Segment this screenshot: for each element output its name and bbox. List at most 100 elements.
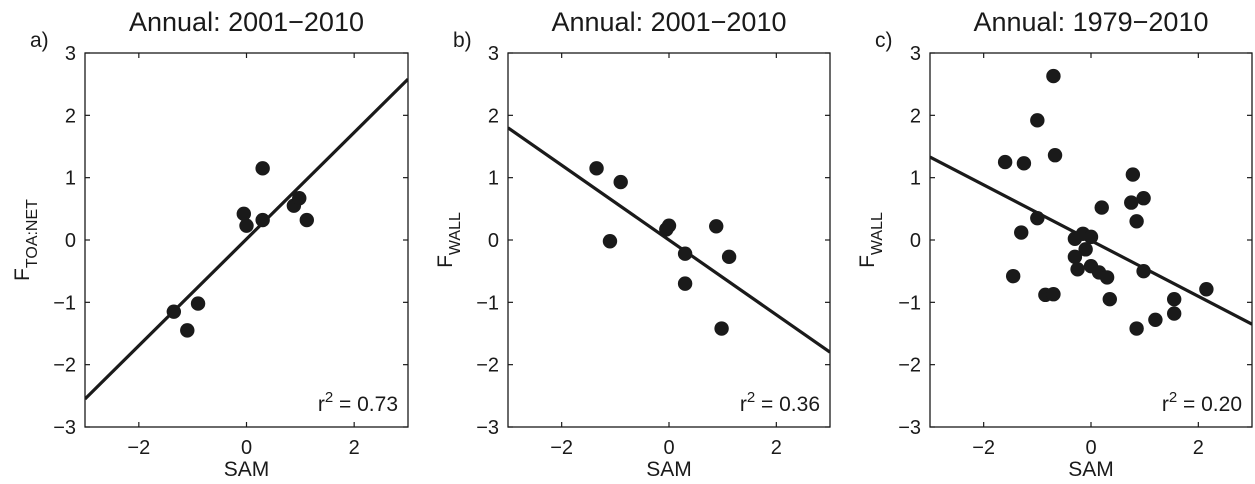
y-tick-label: 1: [65, 168, 76, 190]
y-tick-label: 0: [488, 230, 499, 252]
chart-title: Annual: 1979−2010: [974, 7, 1209, 37]
data-point: [1125, 167, 1141, 182]
y-axis-label-main: F: [434, 255, 457, 268]
x-tick-label: 2: [1193, 437, 1204, 459]
data-point: [180, 323, 195, 338]
data-point: [255, 212, 270, 228]
y-tick-label: 0: [65, 230, 76, 252]
y-tick-label: 1: [910, 168, 921, 190]
r-squared-superscript: 2: [1169, 389, 1177, 406]
data-point: [1199, 282, 1214, 297]
y-tick-label: 2: [488, 105, 499, 127]
panel-label: c): [875, 29, 893, 52]
r-squared-value: = 0.36: [755, 393, 820, 416]
regression-line: [508, 126, 830, 354]
y-tick-label: 2: [910, 105, 921, 127]
y-axis-label-subscript: TOA:NET: [24, 199, 41, 268]
data-point: [292, 191, 307, 206]
data-point: [1148, 312, 1163, 327]
data-point: [1094, 200, 1109, 215]
y-tick-label: −3: [476, 417, 499, 439]
data-point: [589, 161, 604, 176]
y-axis-label: FTOA:NET: [11, 199, 41, 281]
data-point: [1166, 292, 1182, 307]
x-tick-label: 2: [771, 437, 782, 459]
x-tick-label: −2: [972, 437, 995, 459]
data-point: [255, 161, 270, 176]
data-point: [714, 321, 729, 336]
data-point: [721, 249, 737, 265]
data-point: [709, 219, 724, 234]
data-point: [997, 154, 1013, 170]
data-point: [1078, 242, 1093, 257]
y-tick-label: −2: [53, 355, 76, 377]
y-axis-label-subscript: WALL: [869, 212, 886, 255]
data-point: [661, 218, 677, 233]
data-point: [1166, 306, 1182, 321]
panel-label: b): [453, 29, 472, 52]
chart-title: Annual: 2001−2010: [552, 7, 787, 37]
data-point: [1070, 262, 1085, 277]
y-tick-label: −1: [898, 292, 921, 314]
y-axis-label-main: F: [11, 268, 34, 281]
data-point: [299, 212, 314, 228]
panel-2: −3 −2 −1 0 1 2 3 −2 0 2 Annual: 2001−2010 b) SAM FWAL…: [434, 7, 831, 481]
y-axis-label-subscript: WALL: [447, 212, 464, 255]
y-tick-label: 3: [910, 43, 921, 65]
y-tick-label: 2: [65, 105, 76, 127]
data-point: [1136, 263, 1151, 279]
panel-1: −3 −2 −1 0 1 2 3 −2 0 2 Annual: 2001−2010 a) SAM FTOA…: [11, 7, 409, 481]
data-point: [1099, 270, 1115, 285]
x-axis-label: SAM: [646, 458, 692, 481]
data-point: [1124, 195, 1139, 210]
r-squared-annotation: r2 = 0.36: [740, 389, 820, 416]
y-tick-label: 3: [65, 43, 76, 65]
y-tick-label: −1: [53, 292, 76, 314]
data-point: [1067, 249, 1083, 265]
r-squared-prefix: r: [1162, 393, 1169, 416]
y-tick-label: 1: [488, 168, 499, 190]
data-point: [1046, 287, 1061, 302]
y-axis-label: FWALL: [434, 212, 464, 268]
r-squared-annotation: r2 = 0.20: [1162, 389, 1242, 416]
x-tick-label: 0: [663, 437, 674, 459]
data-point: [1136, 191, 1151, 206]
y-tick-label: 3: [488, 43, 499, 65]
y-tick-label: −2: [898, 355, 921, 377]
x-tick-label: −2: [550, 437, 573, 459]
data-point: [239, 218, 254, 233]
data-point: [166, 304, 182, 319]
x-axis-label: SAM: [224, 458, 270, 481]
data-point: [236, 206, 252, 222]
data-point: [1030, 113, 1045, 128]
data-point: [677, 246, 693, 261]
x-tick-label: 2: [349, 437, 360, 459]
data-point: [613, 174, 628, 190]
r-squared-annotation: r2 = 0.73: [318, 389, 398, 416]
panel-3: −3 −2 −1 0 1 2 3 −2 0 2 Annual: 1979−2010 c) SAM FWAL…: [856, 7, 1253, 481]
y-tick-label: −1: [476, 292, 499, 314]
data-point: [1083, 229, 1099, 245]
data-point: [1016, 156, 1032, 171]
data-point: [1046, 68, 1061, 84]
data-point: [1102, 292, 1117, 307]
y-tick-label: −3: [53, 417, 76, 439]
data-point: [1129, 321, 1144, 336]
data-point: [1030, 210, 1045, 226]
data-point: [190, 296, 206, 311]
chart-title: Annual: 2001−2010: [129, 7, 364, 37]
panel-label: a): [30, 29, 49, 52]
x-axis-label: SAM: [1068, 458, 1114, 481]
data-point: [602, 234, 618, 249]
r-squared-prefix: r: [318, 393, 325, 416]
data-point: [1014, 225, 1029, 240]
data-point: [1047, 148, 1063, 163]
y-axis-label-main: F: [856, 255, 879, 268]
r-squared-superscript: 2: [747, 389, 755, 406]
x-tick-label: 0: [1085, 437, 1096, 459]
r-squared-superscript: 2: [325, 389, 333, 406]
y-tick-label: 0: [910, 230, 921, 252]
y-tick-label: −3: [898, 417, 921, 439]
r-squared-value: = 0.73: [333, 393, 398, 416]
